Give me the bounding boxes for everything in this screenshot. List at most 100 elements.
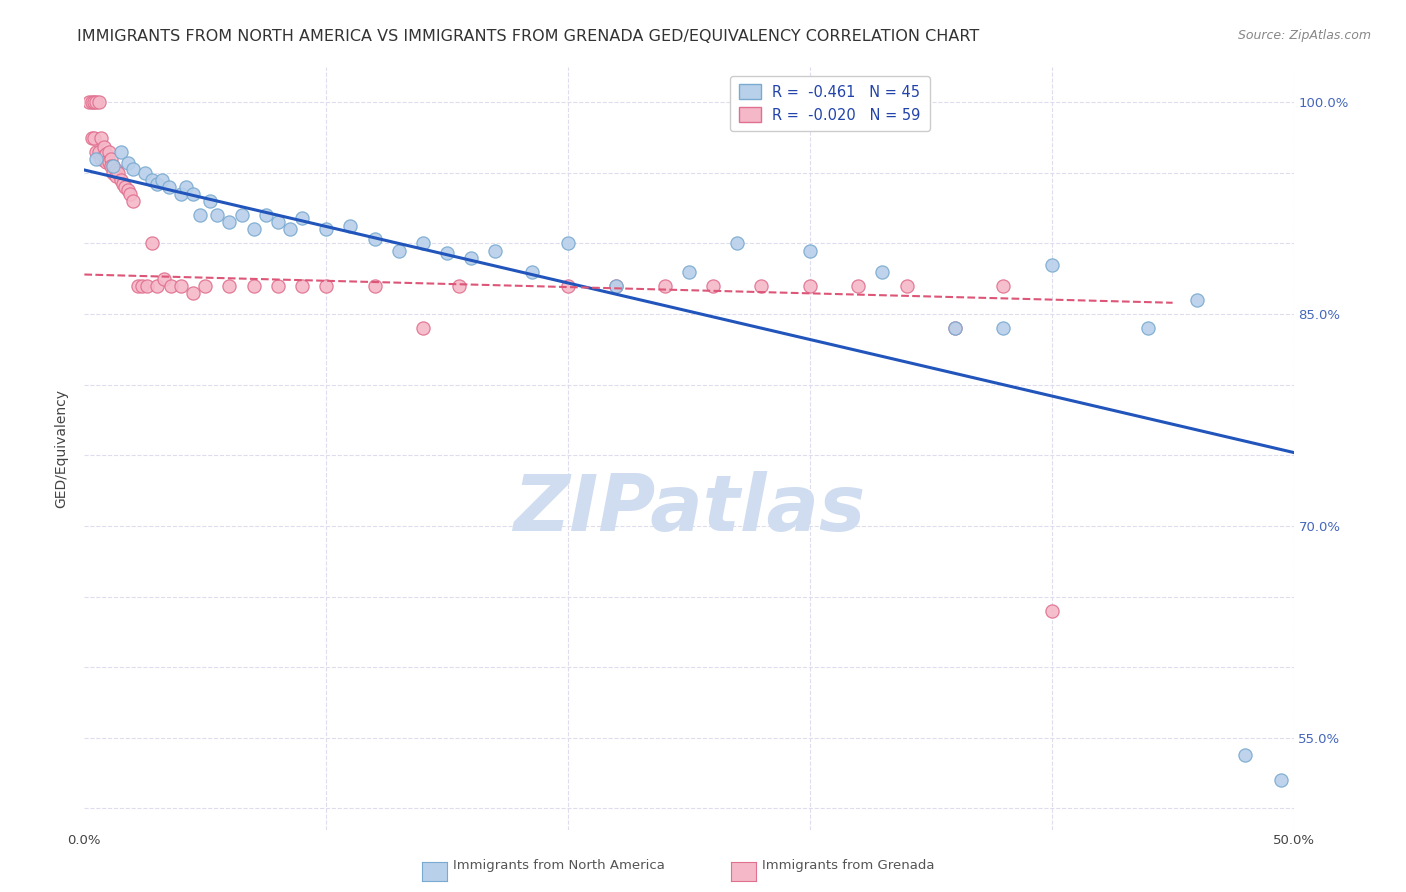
Point [83, 95, 105, 110]
Point [267, 215, 290, 229]
Point [103, 166, 125, 180]
Point [86, 145, 108, 159]
Point [1040, 604, 1063, 618]
Point [170, 186, 193, 201]
Point [77, 95, 100, 110]
Point [141, 236, 163, 251]
Point [654, 278, 676, 293]
Point [94, 154, 117, 169]
Point [90, 152, 112, 166]
Point [103, 159, 125, 173]
Point [110, 145, 132, 159]
Point [218, 278, 240, 293]
Point [134, 166, 156, 180]
Text: IMMIGRANTS FROM NORTH AMERICA VS IMMIGRANTS FROM GRENADA GED/EQUIVALENCY CORRELA: IMMIGRANTS FROM NORTH AMERICA VS IMMIGRA… [77, 29, 980, 44]
Point [110, 173, 132, 187]
Point [315, 222, 337, 236]
Point [799, 244, 821, 258]
Point [605, 278, 627, 293]
Point [291, 278, 314, 293]
Point [103, 159, 125, 173]
Point [86, 152, 108, 166]
Point [150, 173, 173, 187]
Point [131, 278, 153, 293]
Point [725, 236, 748, 251]
Point [117, 183, 139, 197]
Point [993, 278, 1015, 293]
Point [278, 222, 301, 236]
Point [136, 278, 159, 293]
Point [83, 130, 105, 145]
Point [100, 159, 122, 173]
Point [194, 278, 217, 293]
Point [436, 246, 458, 260]
Point [242, 278, 264, 293]
Point [170, 278, 193, 293]
Point [157, 180, 180, 194]
Point [93, 149, 115, 163]
Point [291, 211, 314, 225]
Point [896, 278, 918, 293]
Point [1040, 258, 1063, 272]
Point [557, 278, 579, 293]
Point [412, 321, 434, 335]
Point [94, 147, 117, 161]
Point [751, 278, 773, 293]
Point [100, 152, 122, 166]
Point [80, 130, 103, 145]
Point [449, 278, 471, 293]
Point [121, 194, 143, 208]
Point [97, 154, 120, 169]
Point [231, 208, 253, 222]
Point [520, 265, 543, 279]
Text: Immigrants from Grenada: Immigrants from Grenada [762, 859, 935, 872]
Point [87, 145, 110, 159]
Point [141, 173, 163, 187]
Point [174, 180, 197, 194]
Point [190, 208, 212, 222]
Legend: R =  -0.461   N = 45, R =  -0.020   N = 59: R = -0.461 N = 45, R = -0.020 N = 59 [730, 76, 929, 131]
Point [484, 244, 506, 258]
Point [97, 145, 120, 159]
Point [363, 232, 385, 246]
Point [943, 321, 966, 335]
Point [267, 278, 290, 293]
Point [1185, 293, 1208, 307]
Point [90, 130, 112, 145]
Point [678, 265, 700, 279]
Point [93, 140, 115, 154]
Point [605, 278, 627, 293]
Point [242, 222, 264, 236]
Point [181, 285, 204, 300]
Point [993, 321, 1015, 335]
Point [114, 180, 136, 194]
Point [1270, 773, 1292, 788]
Point [254, 208, 277, 222]
Point [86, 95, 108, 110]
Point [87, 95, 110, 110]
Point [104, 169, 127, 183]
Point [388, 244, 411, 258]
Text: ZIPatlas: ZIPatlas [513, 471, 865, 548]
Point [153, 271, 176, 285]
Point [146, 278, 169, 293]
Y-axis label: GED/Equivalency: GED/Equivalency [55, 389, 69, 508]
Point [557, 236, 579, 251]
Point [146, 177, 169, 191]
Point [1234, 747, 1257, 762]
Point [107, 166, 129, 180]
Point [799, 278, 821, 293]
Point [872, 265, 894, 279]
Point [460, 251, 482, 265]
Point [80, 95, 103, 110]
Point [198, 194, 221, 208]
Point [160, 278, 183, 293]
Point [127, 278, 149, 293]
Point [120, 186, 142, 201]
Point [181, 186, 204, 201]
Point [121, 161, 143, 176]
Point [207, 208, 229, 222]
Point [363, 278, 385, 293]
Point [1137, 321, 1160, 335]
Point [702, 278, 724, 293]
